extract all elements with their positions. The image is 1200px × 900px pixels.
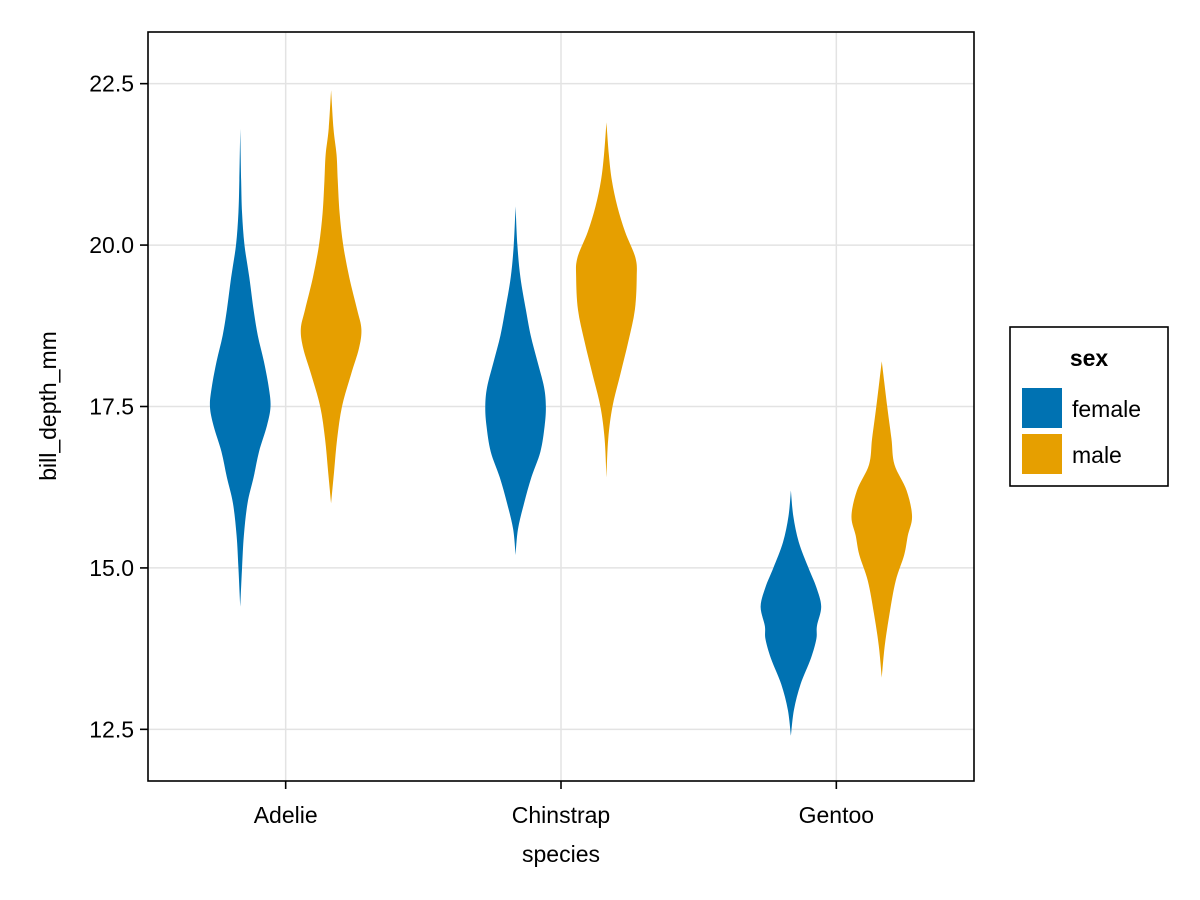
- violin-female-adelie: [209, 128, 271, 607]
- x-axis-title: species: [522, 841, 600, 867]
- violin-male-adelie: [300, 90, 362, 504]
- x-tick-label: Gentoo: [799, 802, 874, 828]
- y-tick-label: 17.5: [89, 394, 134, 420]
- y-tick-label: 22.5: [89, 71, 134, 97]
- violin-male-chinstrap: [575, 122, 637, 478]
- legend-title: sex: [1070, 345, 1109, 371]
- legend-label-male: male: [1072, 442, 1122, 468]
- violin-layer: [209, 90, 913, 736]
- x-tick-label: Chinstrap: [512, 802, 610, 828]
- legend: sex female male: [1009, 326, 1169, 487]
- x-tick-label: Adelie: [254, 802, 318, 828]
- violin-female-chinstrap: [485, 206, 546, 556]
- violin-male-gentoo: [851, 361, 913, 678]
- legend-swatch-female: [1022, 388, 1062, 428]
- violin-female-gentoo: [760, 490, 822, 736]
- tick-layer: 12.5 15.0 17.5 20.0 22.5 Adelie Chinstrap Gento…: [89, 71, 874, 828]
- y-tick-label: 20.0: [89, 232, 134, 258]
- grid-layer: [148, 32, 974, 781]
- y-tick-label: 12.5: [89, 716, 134, 742]
- legend-swatch-male: [1022, 434, 1062, 474]
- y-axis-title: bill_depth_mm: [35, 331, 61, 481]
- legend-label-female: female: [1072, 396, 1141, 422]
- y-tick-label: 15.0: [89, 555, 134, 581]
